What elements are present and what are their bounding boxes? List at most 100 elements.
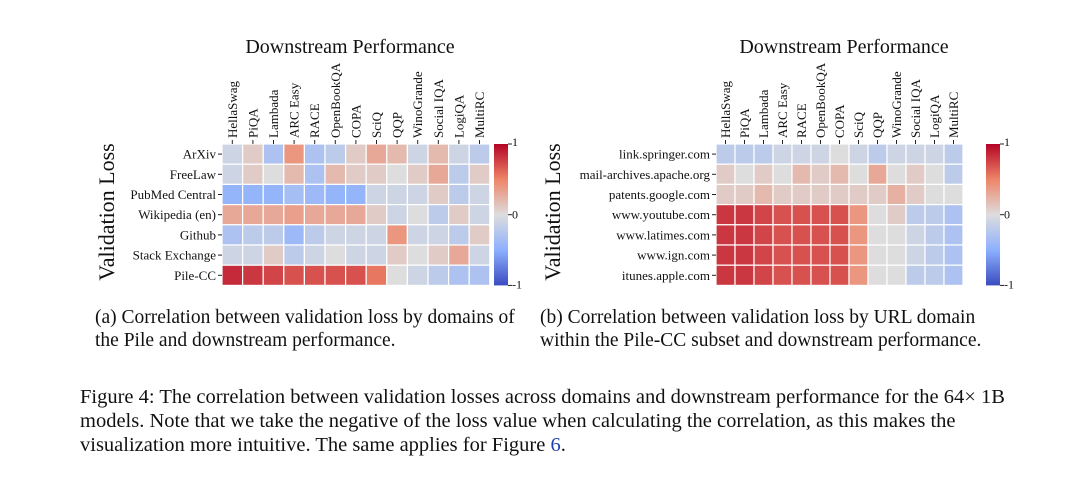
heatmap-cell-b (734, 224, 755, 246)
heatmap-cell-b (867, 143, 888, 165)
heatmap-cell-a (283, 224, 305, 246)
column-label-b: ARC Easy (775, 82, 790, 138)
heatmap-cell-a (221, 163, 244, 185)
heatmap-cell-b (905, 224, 926, 246)
column-label-a: QQP (390, 112, 405, 138)
heatmap-cell-a (406, 224, 429, 246)
heatmap-cell-a (303, 143, 326, 165)
heatmap-cell-a (468, 183, 491, 206)
heatmap-cell-a (345, 244, 367, 266)
row-label-a: ArXiv (183, 147, 217, 162)
figure-caption-end: . (560, 434, 566, 456)
column-label-a: LogiQA (451, 94, 466, 138)
heatmap-cell-a (242, 204, 264, 226)
chart-title-b: Downstream Performance (739, 36, 948, 58)
heatmap-cell-a (448, 224, 470, 246)
heatmap-cell-b (924, 143, 945, 165)
heatmap-cell-b (715, 163, 736, 185)
heatmap-cell-b (905, 244, 926, 266)
heatmap-cell-a (324, 224, 347, 246)
heatmap-cell-a (386, 244, 408, 266)
heatmap-cell-b (753, 143, 774, 165)
column-label-b: LogiQA (927, 94, 942, 138)
heatmap-cell-b (867, 163, 888, 185)
heatmap-cell-b (905, 143, 926, 165)
heatmap-cell-a (345, 143, 367, 165)
heatmap-cell-b (848, 143, 869, 165)
colorbar-tick-label-b: -1 (1004, 277, 1014, 291)
heatmap-cell-a (303, 204, 326, 226)
heatmap-cell-a (242, 244, 264, 266)
heatmap-cell-b (829, 204, 850, 226)
heatmap-cell-b (772, 143, 793, 165)
row-label-b: mail-archives.apache.org (580, 167, 711, 182)
heatmap-cell-a (324, 183, 347, 206)
heatmap-cell-b (734, 163, 755, 185)
heatmap-cell-a (283, 264, 305, 287)
heatmap-cell-a (324, 143, 347, 165)
column-label-a: ARC Easy (287, 82, 302, 138)
heatmap-cell-a (345, 204, 367, 226)
heatmap-cell-a (448, 183, 470, 206)
heatmap-cell-b (791, 244, 812, 266)
chart-title-a: Downstream Performance (245, 36, 454, 58)
column-label-a: OpenBookQA (328, 62, 343, 138)
heatmap-cell-a (448, 244, 470, 266)
heatmap-cell-a (221, 183, 244, 206)
heatmap-cell-a (365, 143, 388, 165)
heatmap-cell-b (924, 224, 945, 246)
column-label-b: Lambada (756, 89, 771, 138)
heatmap-cell-b (715, 143, 736, 165)
heatmap-cell-b (886, 204, 907, 226)
heatmap-cell-b (734, 183, 755, 206)
heatmap-cell-b (829, 183, 850, 206)
heatmap-cell-b (829, 163, 850, 185)
heatmap-cell-b (829, 224, 850, 246)
column-label-a: Lambada (266, 89, 281, 138)
heatmap-cell-b (886, 244, 907, 266)
heatmap-cell-a (242, 163, 264, 185)
column-label-a: PiQA (245, 108, 260, 138)
colorbar-tick-label-b: 1 (1004, 135, 1010, 149)
heatmap-cell-a (427, 183, 450, 206)
heatmap-cell-b (905, 264, 926, 287)
heatmap-cell-a (386, 143, 408, 165)
heatmap-cell-a (386, 163, 408, 185)
column-label-a: HellaSwag (225, 80, 240, 138)
heatmap-cell-b (867, 244, 888, 266)
heatmap-cell-b (734, 204, 755, 226)
heatmap-cell-a (324, 264, 347, 287)
heatmap-cell-b (734, 264, 755, 287)
heatmap-cell-a (262, 143, 285, 165)
heatmap-cell-a (283, 163, 305, 185)
heatmap-cell-b (943, 224, 964, 246)
heatmap-cell-a (221, 264, 244, 287)
figure-ref-link[interactable]: 6 (550, 434, 561, 456)
heatmap-cell-b (772, 224, 793, 246)
row-label-a: PubMed Central (130, 187, 216, 202)
heatmap-cell-a (427, 143, 450, 165)
heatmap-cell-b (791, 204, 812, 226)
colorbar-b (986, 144, 1000, 286)
column-label-b: QQP (870, 112, 885, 138)
subcaption-b: (b) Correlation between validation loss … (540, 306, 1020, 352)
heatmap-cell-b (810, 183, 831, 206)
heatmap-cell-b (905, 183, 926, 206)
heatmap-cell-b (848, 204, 869, 226)
heatmap-cell-a (345, 163, 367, 185)
column-label-b: Social IQA (908, 79, 923, 138)
heatmap-cell-a (262, 183, 285, 206)
heatmap-cell-b (886, 163, 907, 185)
column-label-a: COPA (348, 104, 363, 138)
colorbar-tick-label-a: -1 (512, 277, 522, 291)
heatmap-cell-a (324, 244, 347, 266)
figure-caption: Figure 4: The correlation between valida… (80, 385, 1010, 457)
figure-label: Figure 4: (80, 386, 155, 408)
heatmap-cell-a (427, 224, 450, 246)
heatmap-cell-a (283, 183, 305, 206)
heatmap-cell-b (905, 204, 926, 226)
heatmap-cell-a (406, 183, 429, 206)
heatmap-cell-a (242, 143, 264, 165)
heatmap-cell-b (772, 163, 793, 185)
heatmap-cell-b (924, 183, 945, 206)
